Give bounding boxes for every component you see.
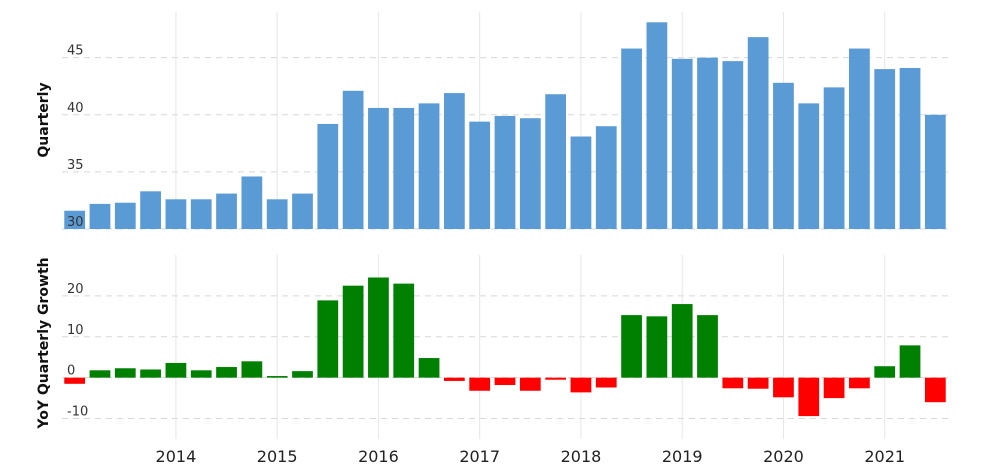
quarterly-bar (165, 199, 187, 229)
quarterly-bar (342, 90, 364, 229)
quarterly-bar (570, 136, 592, 229)
x-tick-label: 2020 (763, 447, 804, 466)
yoy-growth-bar (64, 377, 86, 384)
quarterly-bar (595, 126, 617, 229)
quarterly-bar (241, 176, 263, 229)
yoy-growth-bar (874, 366, 896, 378)
quarterly-bar (266, 199, 288, 229)
yoy-growth-bar (418, 358, 440, 378)
x-tick-label: 2021 (864, 447, 905, 466)
yoy-growth-bar (317, 300, 339, 378)
quarterly-bar (89, 203, 111, 229)
yoy-y-tick-label: -10 (67, 405, 88, 420)
quarterly-bar (114, 202, 136, 229)
yoy-growth-bar (798, 377, 820, 417)
yoy-growth-bar (140, 369, 161, 378)
quarterly-bar (747, 37, 769, 230)
quarterly-bar (418, 103, 440, 229)
yoy-growth-bar (646, 316, 668, 378)
x-tick-label: 2019 (662, 447, 703, 466)
yoy-growth-bar (114, 368, 136, 378)
quarterly-bar (64, 210, 86, 229)
yoy-growth-bar (823, 377, 845, 399)
quarterly-y-tick-label: 45 (67, 44, 84, 59)
yoy-growth-bar (216, 367, 237, 378)
yoy-growth-bar (519, 377, 541, 391)
yoy-growth-bar (671, 304, 693, 378)
quarterly-bar (545, 94, 567, 229)
yoy-growth-bar (469, 377, 491, 391)
quarterly-bar (140, 191, 161, 229)
yoy-growth-bar (89, 370, 111, 378)
x-tick-label: 2018 (561, 447, 602, 466)
quarterly-bar (646, 22, 668, 230)
yoy-growth-bar (266, 376, 288, 378)
quarterly-bar (519, 118, 541, 229)
quarterly-bars (64, 22, 946, 230)
quarterly-bar (874, 69, 896, 230)
quarterly-y-tick-label: 40 (67, 101, 84, 116)
yoy-growth-bar (393, 283, 415, 378)
x-tick-label: 2017 (459, 447, 500, 466)
yoy-growth-bar (241, 361, 263, 378)
quarterly-bar (671, 58, 693, 229)
quarterly-bar (317, 123, 339, 229)
yoy-growth-bar (570, 377, 592, 393)
quarterly-bar (292, 193, 313, 229)
yoy-growth-bar (342, 285, 364, 378)
quarterly-bar (773, 82, 794, 230)
quarterly-y-tick-label: 30 (67, 215, 84, 230)
quarterly-bar (924, 114, 946, 229)
yoy-growth-bar (292, 371, 313, 378)
yoy-growth-bar (849, 377, 870, 389)
quarterly-bar (494, 115, 516, 229)
x-axis-year-labels: 2014 2015 2016 2017 2018 2019 2020 2021 (156, 447, 906, 466)
x-tick-label: 2014 (156, 447, 197, 466)
yoy-growth-bar (595, 377, 617, 388)
yoy-growth-bar (190, 370, 212, 378)
yoy-y-tick-labels: -10 0 10 20 (67, 282, 88, 420)
yoy-growth-bar (545, 377, 567, 380)
yoy-growth-bar (773, 377, 794, 398)
yoy-growth-bar (899, 345, 921, 378)
yoy-growth-bar (697, 315, 718, 378)
quarterly-bar (849, 48, 870, 230)
yoy-y-tick-label: 10 (67, 323, 84, 338)
quarterly-bar (722, 61, 744, 229)
quarterly-bar (368, 107, 389, 229)
quarterly-bar (216, 193, 237, 229)
yoy-growth-axis-title: YoY Quarterly Growth (36, 257, 52, 429)
quarterly-bar (798, 103, 820, 229)
yoy-growth-bar (924, 377, 946, 403)
quarterly-bar (443, 93, 465, 229)
quarterly-bar (190, 199, 212, 229)
quarterly-bar (697, 57, 718, 230)
quarterly-bar (393, 107, 415, 229)
quarterly-y-tick-label: 35 (67, 158, 84, 173)
yoy-growth-bar (165, 362, 187, 378)
yoy-growth-bar (621, 315, 642, 378)
yoy-growth-bars (64, 277, 946, 417)
x-tick-label: 2016 (358, 447, 399, 466)
yoy-growth-bar (443, 377, 465, 381)
yoy-y-tick-label: 0 (67, 364, 75, 379)
quarterly-bar (899, 67, 921, 229)
yoy-y-tick-label: 20 (67, 282, 84, 297)
quarterly-bar (823, 87, 845, 230)
quarterly-bar (469, 121, 491, 229)
x-tick-label: 2015 (257, 447, 298, 466)
quarterly-bar (621, 48, 642, 230)
quarterly-y-tick-labels: 30 35 40 45 (67, 44, 84, 230)
yoy-growth-bar (722, 377, 744, 389)
yoy-growth-bar (747, 377, 769, 389)
yoy-growth-bar (368, 277, 389, 378)
quarterly-axis-title: Quarterly (36, 82, 52, 157)
yoy-growth-bar (494, 377, 516, 386)
